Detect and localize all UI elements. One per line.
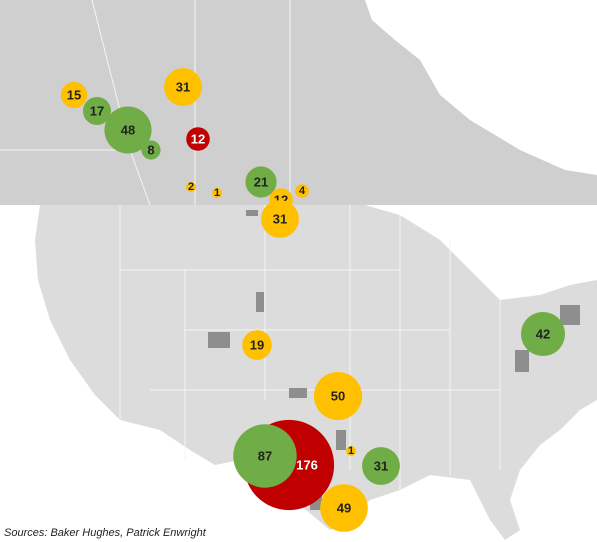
bubble-label: 42 xyxy=(536,327,550,342)
bubble xyxy=(245,166,277,198)
usa xyxy=(35,205,597,540)
bubble-label: 15 xyxy=(67,88,81,103)
bubble-label: 1 xyxy=(348,445,354,457)
bubble xyxy=(212,188,222,198)
bubble-label: 31 xyxy=(176,80,190,95)
bubble xyxy=(295,184,309,198)
bubble xyxy=(60,81,88,109)
bubble xyxy=(186,182,196,192)
bubble-label: 19 xyxy=(250,338,264,353)
bubble-label: 8 xyxy=(147,143,154,158)
bubble-label: 31 xyxy=(273,212,287,227)
bubble xyxy=(362,447,400,485)
bubble xyxy=(186,127,210,151)
bubble xyxy=(242,330,272,360)
bubble xyxy=(261,200,299,238)
bubble xyxy=(320,484,368,532)
bubble xyxy=(104,106,152,154)
bubble-label: 21 xyxy=(254,175,268,190)
bubble-label: 2 xyxy=(188,181,194,193)
bubble-label: 50 xyxy=(331,389,345,404)
bubble-label: 49 xyxy=(337,501,351,516)
bubble-label: 17 xyxy=(90,104,104,119)
bubble-label: 48 xyxy=(121,123,135,138)
bubble xyxy=(313,371,363,421)
bubble xyxy=(82,96,112,126)
source-note: Sources: Baker Hughes, Patrick Enwright xyxy=(4,527,207,539)
bubble-label: 31 xyxy=(374,459,388,474)
bubble xyxy=(233,424,297,488)
bubble-label: 12 xyxy=(191,132,205,147)
bubble-label: 4 xyxy=(299,185,306,197)
bubble xyxy=(346,446,356,456)
bubble xyxy=(164,68,202,106)
bubble-label: 87 xyxy=(258,449,272,464)
bubble-label: 176 xyxy=(296,458,318,473)
bubble xyxy=(141,140,161,160)
bubble-label: 1 xyxy=(214,187,220,199)
bubble xyxy=(520,311,566,357)
